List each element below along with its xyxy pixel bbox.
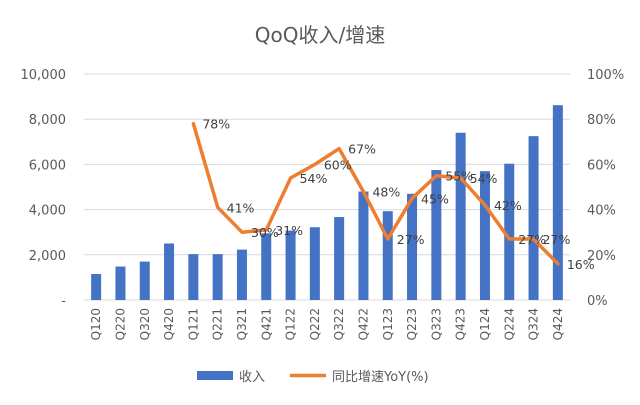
y2-tick-label: 0% <box>587 294 608 309</box>
yoy-data-label: 45% <box>421 191 449 206</box>
x-tick-label: Q322 <box>332 308 346 340</box>
x-tick-label: Q323 <box>429 308 443 340</box>
legend: 收入 同比增速YoY(%) <box>197 370 429 385</box>
data-labels: 78%41%30%31%54%60%67%48%27%45%55%54%42%2… <box>202 117 594 272</box>
yoy-data-label: 27% <box>518 232 546 247</box>
y-tick-label: 6,000 <box>29 158 66 173</box>
bar <box>455 132 466 300</box>
legend-swatch-bar <box>197 371 233 380</box>
bar <box>261 233 272 300</box>
bar <box>382 211 393 300</box>
bar-series <box>91 105 563 300</box>
y2-tick-label: 80% <box>587 113 616 128</box>
bar <box>188 254 199 300</box>
x-tick-label: Q124 <box>478 308 492 340</box>
y2-tick-label: 40% <box>587 204 616 219</box>
y-tick-label: 10,000 <box>21 68 67 83</box>
yoy-data-label: 27% <box>397 232 425 247</box>
yoy-data-label: 48% <box>372 185 400 200</box>
bar <box>407 193 418 300</box>
y2-tick-label: 60% <box>587 158 616 173</box>
yoy-data-label: 54% <box>300 171 328 186</box>
left-axis-ticks: - 2,000 4,000 6,000 8,000 10,000 <box>21 68 67 309</box>
x-tick-label: Q420 <box>162 308 176 340</box>
x-tick-label: Q324 <box>527 308 541 340</box>
x-tick-label: Q120 <box>89 308 103 340</box>
y2-tick-label: 20% <box>587 249 616 264</box>
yoy-data-label: 55% <box>445 169 473 184</box>
bar <box>358 191 369 300</box>
yoy-data-label: 27% <box>543 232 571 247</box>
y-tick-label: 8,000 <box>29 113 66 128</box>
line-series <box>191 121 560 266</box>
legend-label-line: 同比增速YoY(%) <box>332 370 429 385</box>
yoy-data-label: 54% <box>470 171 498 186</box>
bar <box>164 243 175 300</box>
bar <box>479 171 490 300</box>
bar <box>285 230 296 300</box>
x-tick-label: Q221 <box>211 308 225 340</box>
yoy-data-label: 41% <box>227 200 255 215</box>
bar <box>528 136 539 300</box>
yoy-data-label: 67% <box>348 142 376 157</box>
bar <box>552 105 563 300</box>
yoy-data-label: 31% <box>275 223 303 238</box>
x-tick-label: Q220 <box>113 308 127 340</box>
yoy-data-label: 30% <box>251 225 279 240</box>
bar <box>139 261 150 300</box>
bar <box>91 274 102 300</box>
chart-title: QoQ收入/增速 <box>255 23 385 47</box>
x-tick-label: Q423 <box>454 308 468 340</box>
bar <box>334 217 345 300</box>
x-axis-ticks: Q120 Q220 Q320 Q420 Q121 Q221 Q321 Q421 Q122 Q222… <box>89 308 565 340</box>
x-tick-label: Q121 <box>186 308 200 340</box>
x-tick-label: Q321 <box>235 308 249 340</box>
x-tick-label: Q223 <box>405 308 419 340</box>
bar <box>309 227 320 300</box>
bar <box>115 266 126 300</box>
x-tick-label: Q421 <box>259 308 273 340</box>
yoy-data-label: 16% <box>567 257 595 272</box>
yoy-data-label: 42% <box>494 198 522 213</box>
yoy-data-label: 78% <box>202 117 230 132</box>
y-tick-label: - <box>61 294 66 309</box>
x-tick-label: Q424 <box>551 308 565 340</box>
bar <box>504 163 515 300</box>
bar <box>431 170 442 300</box>
x-tick-label: Q422 <box>356 308 370 340</box>
bar <box>236 249 247 300</box>
x-tick-label: Q224 <box>502 308 516 340</box>
yoy-data-label: 60% <box>324 157 352 172</box>
y-tick-label: 4,000 <box>29 204 66 219</box>
right-axis-ticks: 0% 20% 40% 60% 80% 100% <box>587 68 624 309</box>
y-tick-label: 2,000 <box>29 249 66 264</box>
bar <box>212 254 223 300</box>
x-tick-label: Q123 <box>381 308 395 340</box>
x-tick-label: Q222 <box>308 308 322 340</box>
yoy-line <box>191 121 560 266</box>
x-tick-label: Q320 <box>138 308 152 340</box>
y2-tick-label: 100% <box>587 68 624 83</box>
legend-label-bar: 收入 <box>239 370 265 385</box>
x-tick-label: Q122 <box>284 308 298 340</box>
